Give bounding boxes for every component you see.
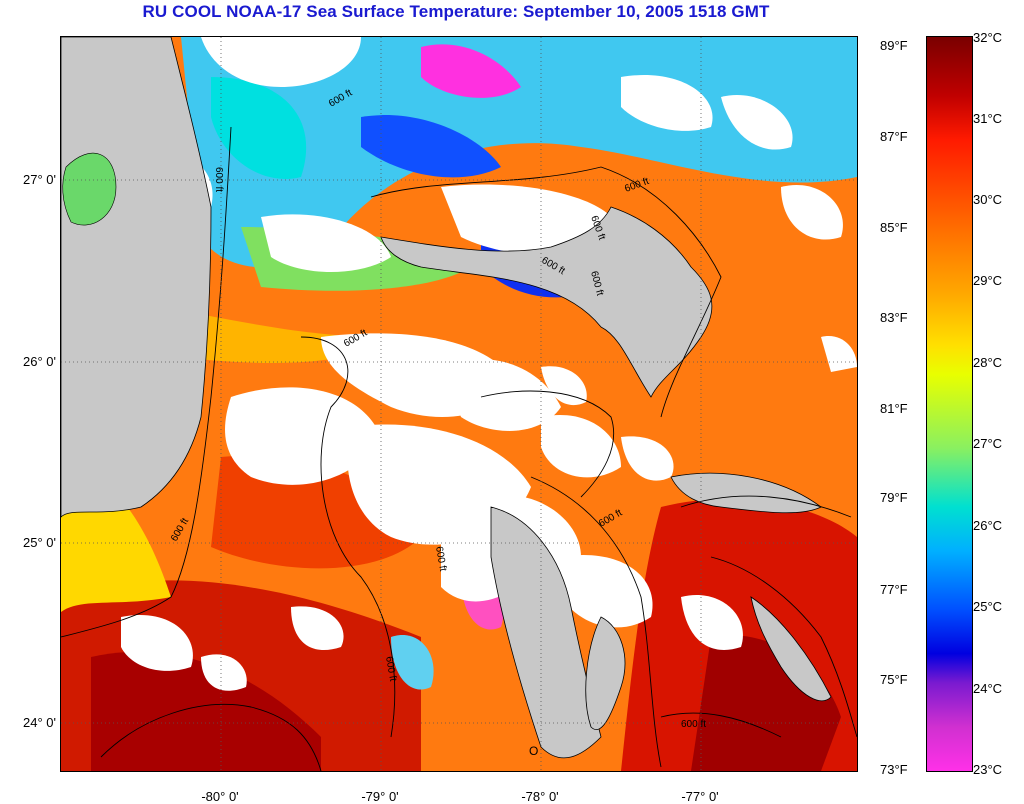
- contour-west-bank: [300, 336, 396, 738]
- graticule: [61, 37, 857, 771]
- lon-label: -77° 0': [681, 789, 719, 804]
- lat-label: 26° 0': [23, 354, 56, 369]
- contour-sw: [100, 704, 322, 771]
- scale-f-label: 87°F: [880, 129, 908, 144]
- sst-blue-patch-1: [361, 115, 501, 178]
- map-title: RU COOL NOAA-17 Sea Surface Temperature:…: [142, 2, 770, 21]
- scale-f-label: 79°F: [880, 490, 908, 505]
- scale-f-label: 83°F: [880, 310, 908, 325]
- lat-label: 25° 0': [23, 535, 56, 550]
- andros-south: [585, 616, 626, 730]
- eleuthera-north: [670, 472, 822, 514]
- scale-f-label: 89°F: [880, 38, 908, 53]
- grand-bahama-abaco: [380, 206, 713, 398]
- contour-little-bahama: [370, 166, 722, 418]
- contour-east-2: [710, 556, 857, 738]
- scale-f-label: 81°F: [880, 401, 908, 416]
- lon-label: -78° 0': [521, 789, 559, 804]
- contour-east-1: [680, 495, 852, 518]
- contour-label: 600 ft: [383, 656, 398, 683]
- scale-c-label: 31°C: [973, 111, 1003, 126]
- sst-cool-patch: [211, 77, 307, 179]
- sst-magenta-patch-1: [421, 44, 521, 98]
- depth-contours: [61, 126, 857, 771]
- scale-f-label: 77°F: [880, 582, 908, 597]
- scale-c-label: 29°C: [973, 273, 1003, 288]
- scale-f-label: 85°F: [880, 220, 908, 235]
- sst-map-canvas: 600 ft 600 ft 600 ft 600 ft 600 ft 600 f…: [61, 37, 857, 771]
- lon-label: -79° 0': [361, 789, 399, 804]
- lake-okeechobee: [62, 152, 117, 226]
- scale-c-label: 24°C: [973, 681, 1003, 696]
- contour-florida-strait: [61, 126, 232, 638]
- scale-c-label: 28°C: [973, 355, 1003, 370]
- scale-c-label: 25°C: [973, 599, 1003, 614]
- contour-se: [660, 712, 782, 738]
- scale-c-label: 32°C: [973, 30, 1003, 45]
- scale-f-label: 75°F: [880, 672, 908, 687]
- sst-cyan-patch-south: [391, 635, 434, 690]
- scale-c-label: 26°C: [973, 518, 1003, 533]
- scale-c-label: 27°C: [973, 436, 1003, 451]
- florida-peninsula: [61, 37, 212, 518]
- exuma-cays: [750, 596, 832, 702]
- temperature-color-scale: [926, 36, 973, 772]
- scale-c-label: 30°C: [973, 192, 1003, 207]
- contour-label: 600 ft: [213, 167, 224, 192]
- sst-warm-mid: [211, 455, 421, 569]
- contour-tongue: [530, 476, 662, 768]
- scale-c-label: 23°C: [973, 762, 1003, 777]
- lon-label: -80° 0': [201, 789, 239, 804]
- andros-island: [490, 506, 602, 759]
- marker-label: O: [529, 744, 538, 758]
- contour-label: 600 ft: [433, 546, 448, 573]
- contour-label: 600 ft: [681, 719, 706, 730]
- lat-label: 24° 0': [23, 715, 56, 730]
- contour-mid: [480, 390, 615, 498]
- sst-map: 600 ft 600 ft 600 ft 600 ft 600 ft 600 f…: [60, 36, 858, 772]
- lat-label: 27° 0': [23, 172, 56, 187]
- scale-f-label: 73°F: [880, 762, 908, 777]
- sst-very-hot-core: [91, 651, 321, 771]
